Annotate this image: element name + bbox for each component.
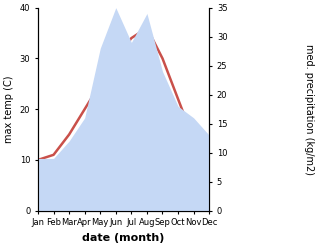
- X-axis label: date (month): date (month): [82, 233, 165, 243]
- Y-axis label: med. precipitation (kg/m2): med. precipitation (kg/m2): [304, 44, 314, 175]
- Y-axis label: max temp (C): max temp (C): [4, 75, 14, 143]
